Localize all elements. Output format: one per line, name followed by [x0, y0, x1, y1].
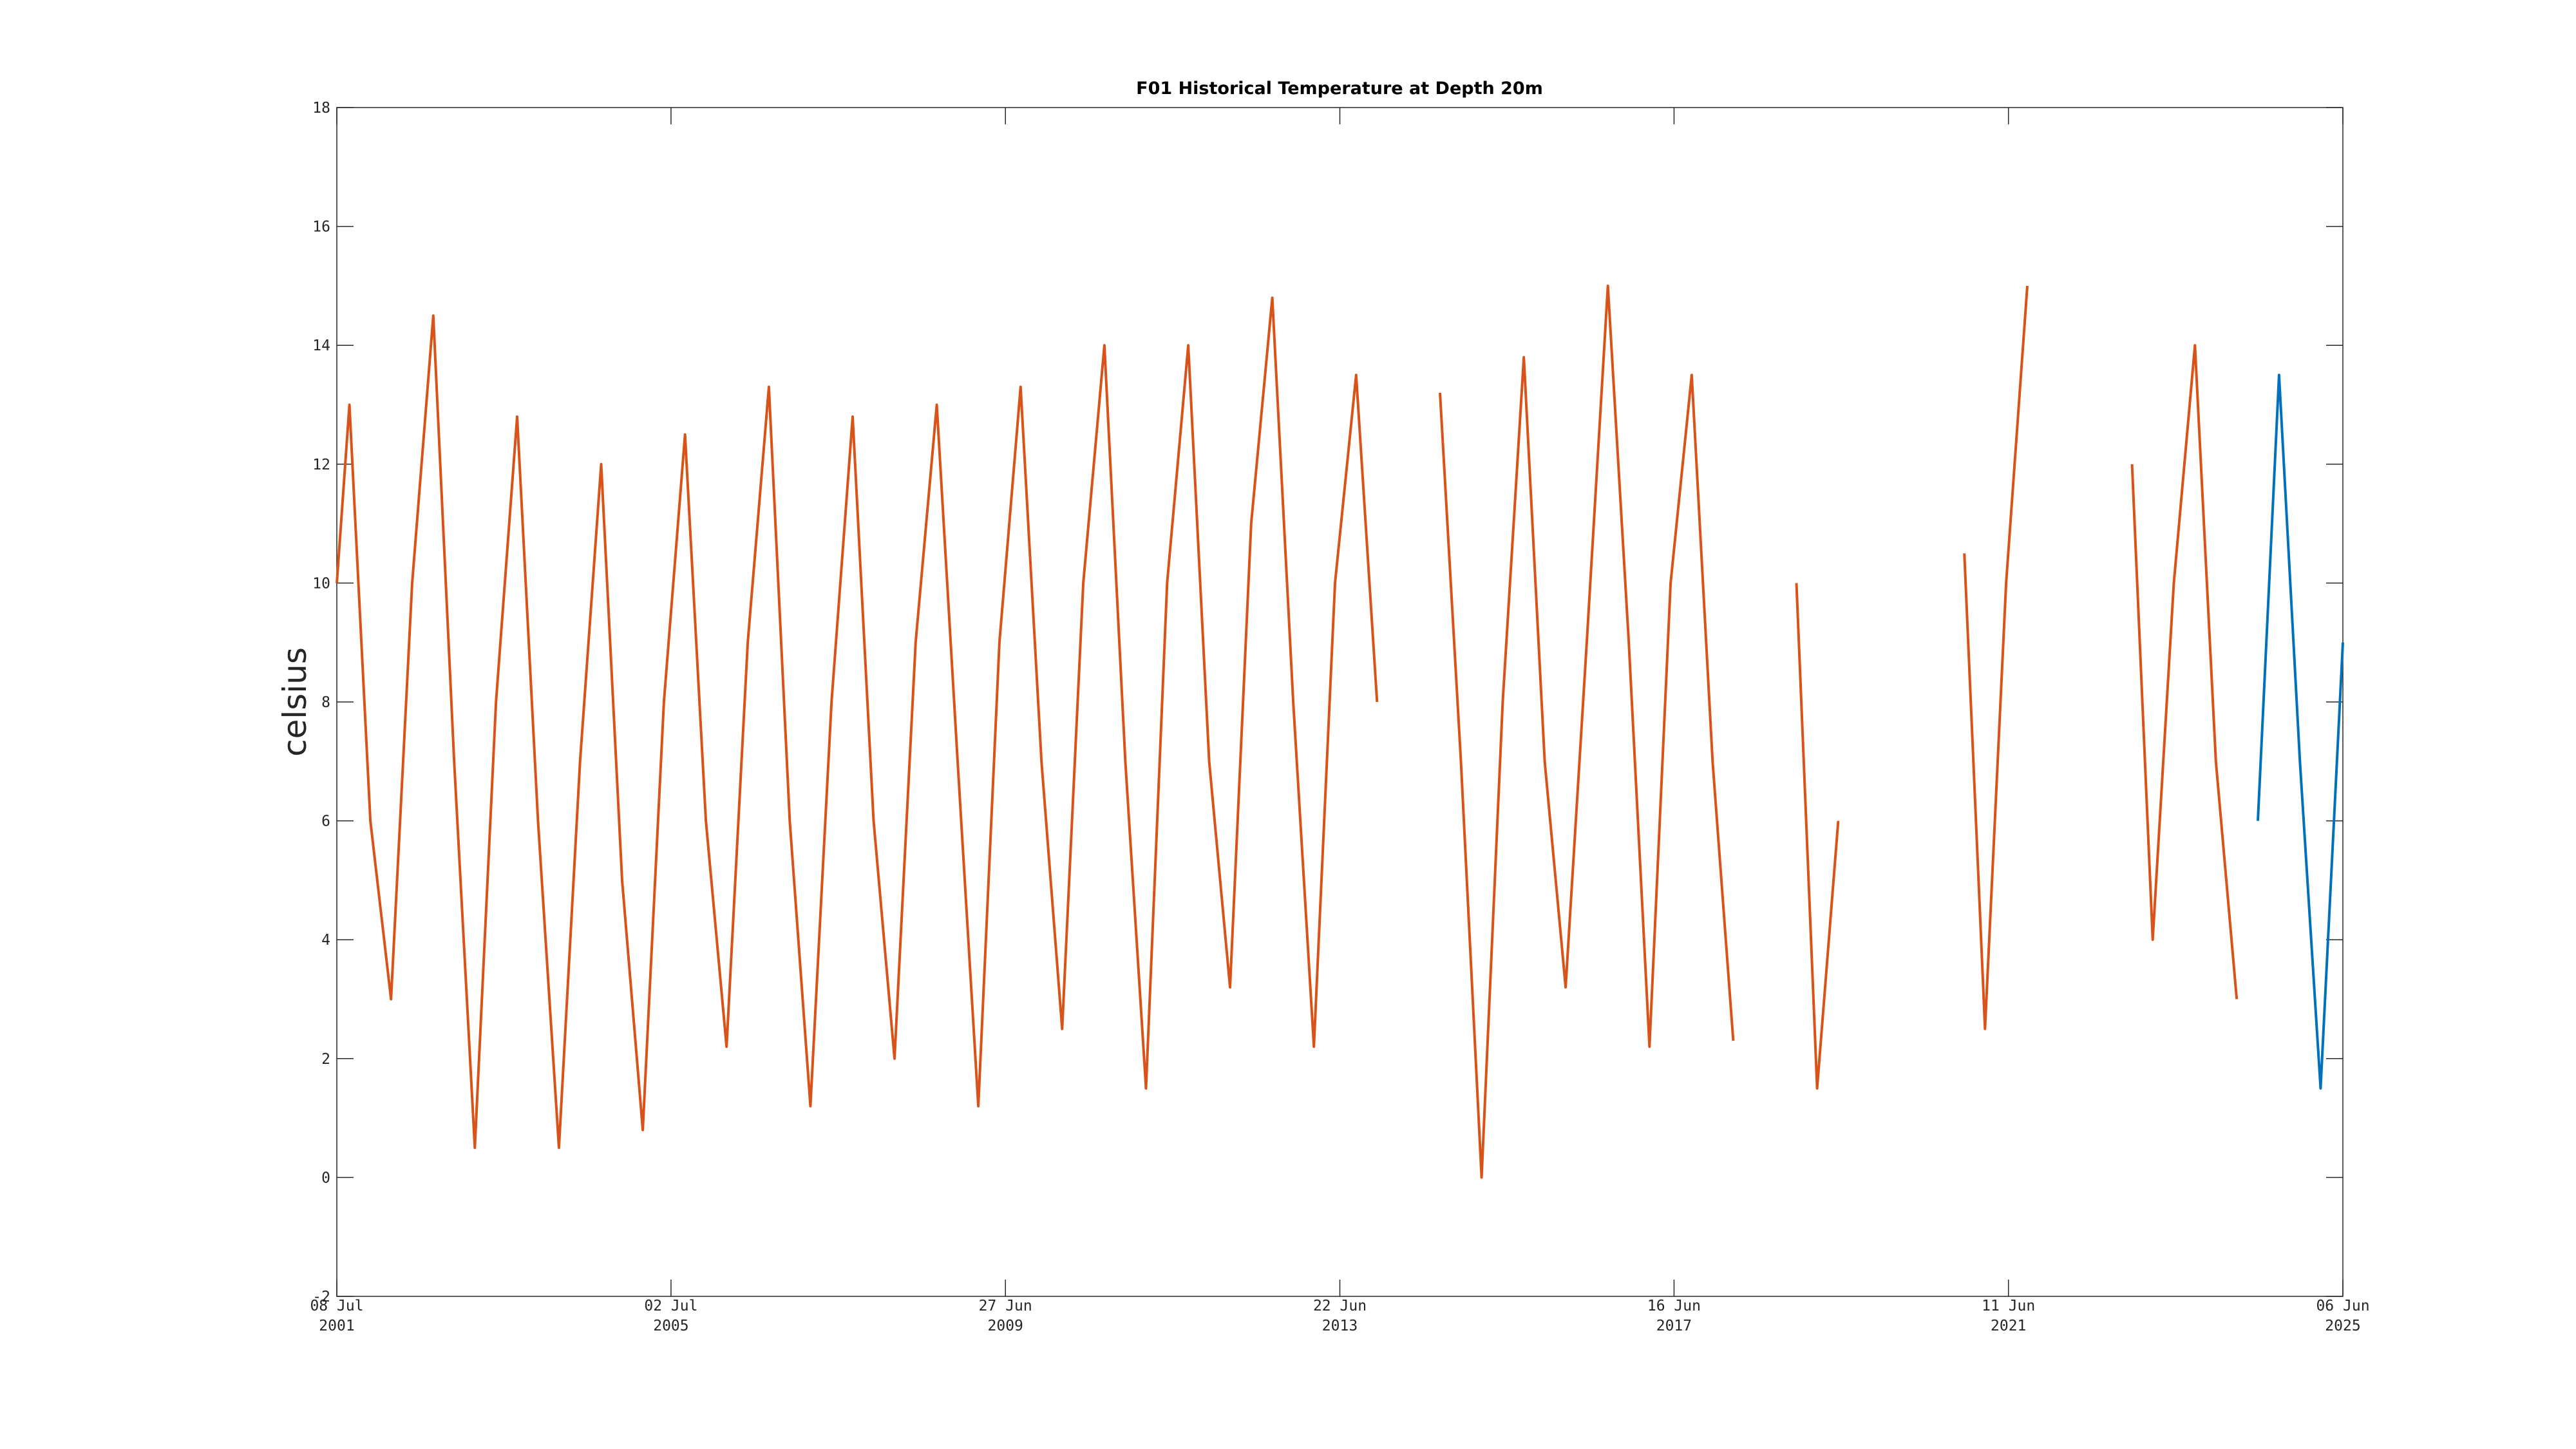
y-tick-label: -2 — [312, 1289, 330, 1305]
x-tick-label: 2009 — [988, 1318, 1023, 1334]
y-tick-label: 0 — [321, 1170, 330, 1186]
x-tick-label: 11 Jun — [1982, 1298, 2035, 1314]
x-tick-label: 2025 — [2325, 1318, 2360, 1334]
x-tick-label: 06 Jun — [2316, 1298, 2369, 1314]
x-tick-label: 16 Jun — [1647, 1298, 1701, 1314]
y-tick-label: 6 — [321, 813, 330, 830]
series-line — [2257, 374, 2344, 1090]
y-tick-label: 4 — [321, 932, 330, 949]
y-tick-label: 12 — [312, 457, 330, 473]
x-tick-label: 2017 — [1656, 1318, 1692, 1334]
x-tick-label: 02 Jul — [644, 1298, 697, 1314]
series-line — [336, 284, 2239, 1179]
y-tick-label: 10 — [312, 575, 330, 592]
chart-title: F01 Historical Temperature at Depth 20m — [1136, 79, 1543, 99]
x-tick-label: 27 Jun — [979, 1298, 1032, 1314]
y-axis-label: celsius — [276, 647, 314, 757]
y-tick-label: 14 — [312, 337, 330, 354]
x-tick-label: 2021 — [1991, 1318, 2026, 1334]
x-tick-label: 08 Jul — [310, 1298, 363, 1314]
x-tick-label: 22 Jun — [1313, 1298, 1367, 1314]
x-tick-label: 2001 — [319, 1318, 354, 1334]
x-tick-label: 2005 — [653, 1318, 688, 1334]
y-tick-label: 18 — [312, 100, 330, 117]
y-tick-label: 16 — [312, 219, 330, 236]
y-tick-label: 8 — [321, 694, 330, 711]
x-tick-label: 2013 — [1322, 1318, 1358, 1334]
y-tick-label: 2 — [321, 1051, 330, 1068]
